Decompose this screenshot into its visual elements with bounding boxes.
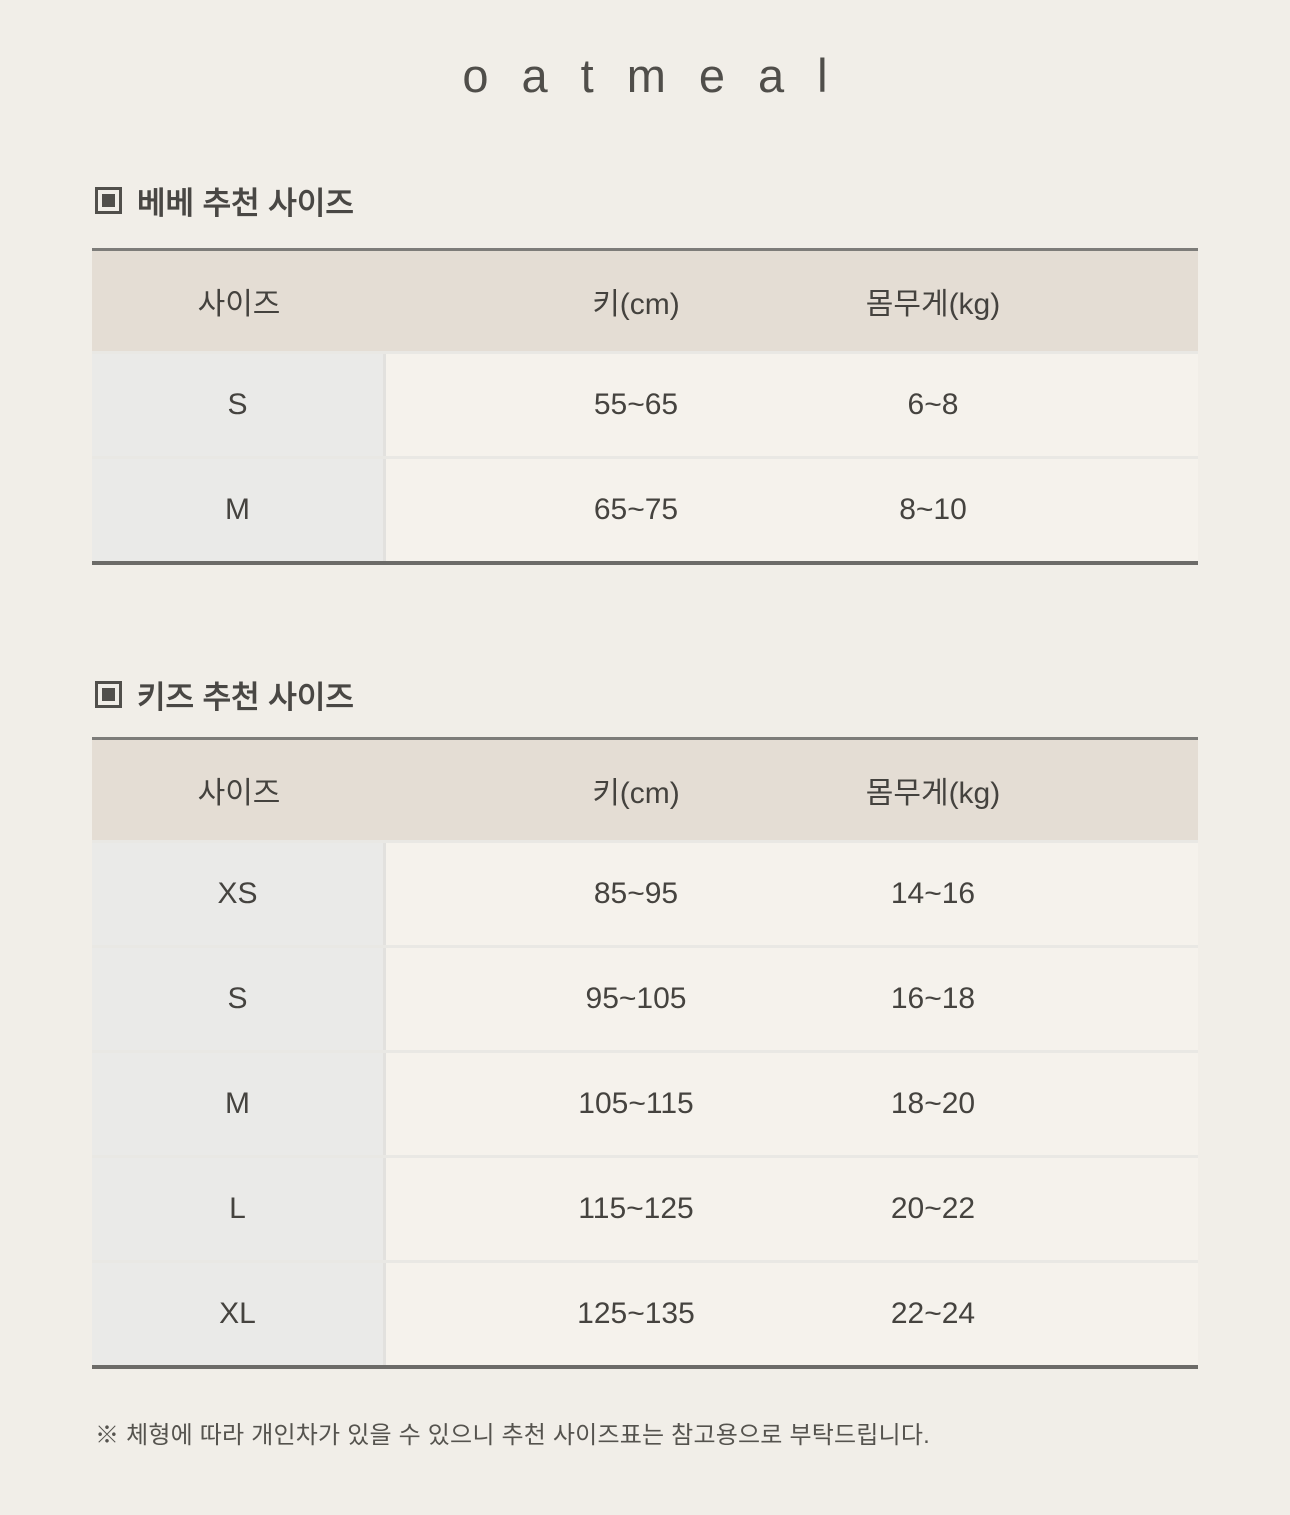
weight-cell: 18~20 [890,1087,976,1120]
column-header-weight: 몸무게(kg) [865,288,1001,321]
spacer-cell [980,354,1198,456]
section-heading-bebe: 베베 추천 사이즈 [95,178,354,223]
bebe-size-table: 사이즈 키(cm) 몸무게(kg) S 55~65 6~8 M 65~75 8~… [92,248,1198,565]
table-row-m: M 105~115 18~20 [92,1050,1198,1155]
size-cell: M [92,459,386,561]
square-bullet-icon [95,681,122,708]
footnote: ※ 체형에 따라 개인차가 있을 수 있으니 추천 사이즈표는 참고용으로 부탁… [95,1422,930,1449]
height-cell: 55~65 [593,388,679,421]
size-cell: S [92,948,386,1050]
square-bullet-inner [102,688,115,701]
brand-logo: oatmeal [462,49,861,102]
spacer-cell [980,1053,1198,1155]
column-header-size: 사이즈 [197,777,281,810]
table-row-m: M 65~75 8~10 [92,456,1198,561]
spacer-cell [980,948,1198,1050]
square-bullet-inner [102,194,115,207]
weight-cell: 22~24 [890,1297,976,1330]
table-row-s: S 95~105 16~18 [92,945,1198,1050]
size-cell: L [92,1158,386,1260]
size-cell: M [92,1053,386,1155]
weight-cell: 8~10 [899,493,967,526]
height-cell: 105~115 [578,1087,694,1120]
section-heading-kids: 키즈 추천 사이즈 [95,672,354,717]
height-cell: 85~95 [593,877,679,910]
column-header-size: 사이즈 [197,288,281,321]
weight-cell: 20~22 [890,1192,976,1225]
height-cell: 115~125 [578,1192,694,1225]
spacer-cell [980,1158,1198,1260]
size-cell: XS [92,843,386,945]
height-cell: 95~105 [585,982,687,1015]
kids-size-table: 사이즈 키(cm) 몸무게(kg) XS 85~95 14~16 S 95~10… [92,737,1198,1369]
weight-cell: 6~8 [907,388,959,421]
column-header-height: 키(cm) [592,777,680,810]
column-header-weight: 몸무게(kg) [865,777,1001,810]
square-bullet-icon [95,187,122,214]
size-cell: S [92,354,386,456]
table-row-l: L 115~125 20~22 [92,1155,1198,1260]
height-cell: 65~75 [593,493,679,526]
spacer-cell [980,843,1198,945]
section-title-kids: 키즈 추천 사이즈 [137,680,354,715]
size-cell: XL [92,1263,386,1365]
spacer-cell [980,740,1198,840]
weight-cell: 14~16 [890,877,976,910]
spacer-cell [980,459,1198,561]
kids-table-header-row: 사이즈 키(cm) 몸무게(kg) [92,740,1198,840]
spacer-cell [980,1263,1198,1365]
height-cell: 125~135 [577,1297,695,1330]
table-row-s: S 55~65 6~8 [92,351,1198,456]
spacer-cell [980,251,1198,351]
table-row-xs: XS 85~95 14~16 [92,840,1198,945]
section-title-bebe: 베베 추천 사이즈 [137,186,354,221]
weight-cell: 16~18 [890,982,976,1015]
bebe-table-header-row: 사이즈 키(cm) 몸무게(kg) [92,251,1198,351]
table-row-xl: XL 125~135 22~24 [92,1260,1198,1365]
column-header-height: 키(cm) [592,288,680,321]
